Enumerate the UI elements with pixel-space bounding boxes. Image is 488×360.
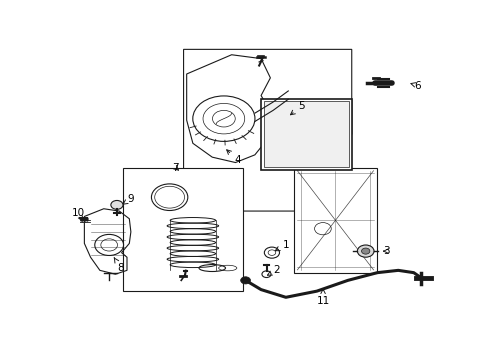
Text: 3: 3: [383, 246, 389, 256]
Circle shape: [111, 201, 123, 209]
Bar: [264, 102, 348, 167]
Text: 7: 7: [172, 163, 179, 173]
Circle shape: [240, 277, 250, 284]
Text: 10: 10: [71, 208, 84, 221]
Text: 4: 4: [226, 150, 241, 165]
Circle shape: [361, 248, 369, 254]
Text: 8: 8: [114, 258, 124, 273]
Bar: [123, 168, 243, 291]
Text: 9: 9: [122, 194, 134, 205]
Circle shape: [357, 245, 373, 257]
Text: 6: 6: [410, 81, 420, 91]
Text: 2: 2: [267, 265, 279, 275]
Text: 11: 11: [316, 289, 329, 306]
Text: 5: 5: [290, 101, 304, 115]
Bar: [261, 99, 351, 170]
Text: 1: 1: [275, 240, 288, 251]
Bar: [293, 168, 377, 273]
